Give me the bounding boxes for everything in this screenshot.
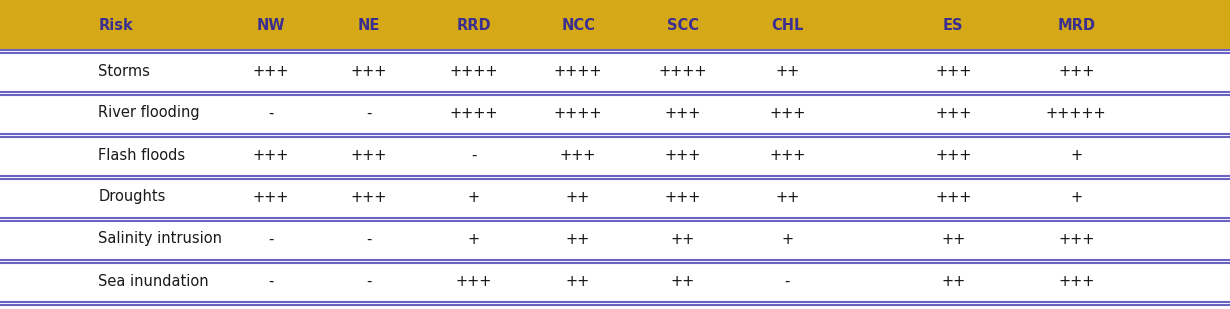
Text: +++: +++	[664, 147, 701, 163]
Text: -: -	[367, 105, 371, 121]
Bar	[0, 260, 1230, 302]
Text: Salinity intrusion: Salinity intrusion	[98, 231, 223, 247]
Text: CHL: CHL	[771, 18, 803, 32]
Text: -: -	[367, 273, 371, 289]
Text: +++: +++	[935, 105, 972, 121]
Text: +++: +++	[252, 147, 289, 163]
Text: NW: NW	[256, 18, 285, 32]
Text: NCC: NCC	[561, 18, 595, 32]
Text: +: +	[1070, 189, 1082, 205]
Text: -: -	[268, 231, 273, 247]
Text: RRD: RRD	[456, 18, 491, 32]
Text: Sea inundation: Sea inundation	[98, 273, 209, 289]
Text: ++++: ++++	[658, 64, 707, 78]
Text: Storms: Storms	[98, 64, 150, 78]
Text: +++: +++	[664, 105, 701, 121]
Text: ++: ++	[941, 231, 966, 247]
Text: +++: +++	[351, 147, 387, 163]
Text: River flooding: River flooding	[98, 105, 200, 121]
Text: +++: +++	[664, 189, 701, 205]
Bar	[0, 176, 1230, 218]
Text: Droughts: Droughts	[98, 189, 166, 205]
Text: ++: ++	[566, 189, 590, 205]
Text: SCC: SCC	[667, 18, 699, 32]
Bar	[0, 50, 1230, 92]
Text: +++: +++	[769, 105, 806, 121]
Text: +++: +++	[1058, 231, 1095, 247]
Text: ++: ++	[566, 231, 590, 247]
Text: ++++: ++++	[554, 64, 603, 78]
Text: +++: +++	[351, 64, 387, 78]
Text: +++: +++	[455, 273, 492, 289]
Bar	[0, 218, 1230, 260]
Text: ++: ++	[941, 273, 966, 289]
Text: +++: +++	[252, 64, 289, 78]
Text: +++: +++	[560, 147, 597, 163]
Text: NE: NE	[358, 18, 380, 32]
Bar	[0, 0, 1230, 50]
Text: -: -	[268, 273, 273, 289]
Text: ++: ++	[670, 231, 695, 247]
Text: +++: +++	[935, 64, 972, 78]
Text: +++++: +++++	[1046, 105, 1107, 121]
Text: ++++: ++++	[554, 105, 603, 121]
Text: ES: ES	[943, 18, 963, 32]
Text: +++: +++	[252, 189, 289, 205]
Text: ++: ++	[566, 273, 590, 289]
Text: -: -	[268, 105, 273, 121]
Text: +++: +++	[1058, 64, 1095, 78]
Text: +: +	[1070, 147, 1082, 163]
Text: ++: ++	[775, 189, 800, 205]
Bar	[0, 134, 1230, 176]
Text: +++: +++	[935, 147, 972, 163]
Text: +: +	[467, 189, 480, 205]
Text: MRD: MRD	[1058, 18, 1095, 32]
Text: +: +	[781, 231, 793, 247]
Text: Risk: Risk	[98, 18, 133, 32]
Text: +++: +++	[1058, 273, 1095, 289]
Text: +++: +++	[935, 189, 972, 205]
Text: +++: +++	[769, 147, 806, 163]
Text: ++++: ++++	[449, 105, 498, 121]
Text: -: -	[471, 147, 476, 163]
Text: Flash floods: Flash floods	[98, 147, 186, 163]
Text: ++++: ++++	[449, 64, 498, 78]
Text: -: -	[785, 273, 790, 289]
Bar	[0, 92, 1230, 134]
Text: +++: +++	[351, 189, 387, 205]
Text: -: -	[367, 231, 371, 247]
Text: +: +	[467, 231, 480, 247]
Text: ++: ++	[775, 64, 800, 78]
Text: ++: ++	[670, 273, 695, 289]
